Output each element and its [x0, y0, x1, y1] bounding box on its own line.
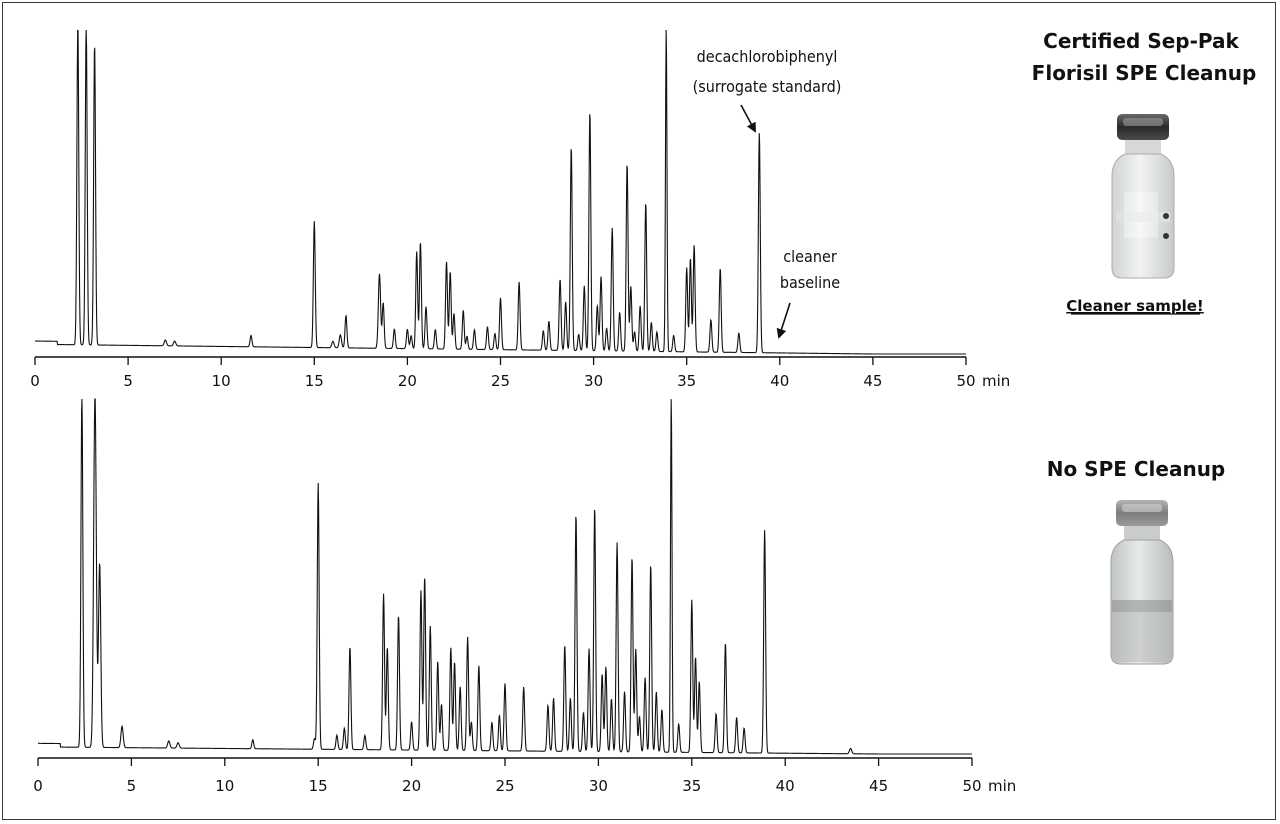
x-tick-label-bottom-40: 40 [776, 777, 795, 795]
x-tick-label-top-5: 5 [123, 372, 133, 390]
x-tick-label-bottom-20: 20 [402, 777, 421, 795]
surrogate-arrow-icon [740, 104, 756, 133]
baseline-annotation-line2: baseline [780, 273, 840, 292]
x-tick-label-top-15: 15 [305, 372, 324, 390]
bottom-panel-title: No SPE Cleanup [1047, 457, 1226, 481]
x-ticks-bottom: 0 5 10 15 20 25 30 35 40 45 50 min [33, 758, 1016, 795]
x-tick-label-bottom-35: 35 [682, 777, 701, 795]
x-tick-label-top-20: 20 [398, 372, 417, 390]
x-tick-label-bottom-15: 15 [309, 777, 328, 795]
x-axis-unit-label-top: min [982, 372, 1010, 390]
baseline-arrow-icon [776, 302, 791, 339]
top-panel-title-line1: Certified Sep-Pak [1043, 29, 1239, 53]
baseline-annotation-line1: cleaner [783, 247, 837, 266]
top-panel-title-line2: Florisil SPE Cleanup [1032, 61, 1257, 85]
x-tick-label-top-25: 25 [491, 372, 510, 390]
x-ticks-top: 0 5 10 15 20 25 30 35 40 45 50 min [30, 357, 1010, 390]
x-tick-label-top-0: 0 [30, 372, 40, 390]
clean-vial-icon [1111, 114, 1175, 279]
x-tick-label-bottom-10: 10 [215, 777, 234, 795]
x-tick-label-bottom-25: 25 [495, 777, 514, 795]
surrogate-annotation-line2: (surrogate standard) [693, 77, 842, 96]
x-tick-label-top-30: 30 [584, 372, 603, 390]
top-panel-caption: Cleaner sample! [1066, 297, 1204, 315]
x-tick-label-top-35: 35 [677, 372, 696, 390]
x-tick-label-bottom-5: 5 [127, 777, 137, 795]
x-tick-label-bottom-45: 45 [869, 777, 888, 795]
uncleaned-vial-icon [1110, 500, 1174, 665]
x-tick-label-top-50: 50 [956, 372, 975, 390]
trace-line-bottom [38, 398, 972, 755]
x-tick-label-top-10: 10 [212, 372, 231, 390]
x-axis-unit-label-bottom: min [988, 777, 1016, 795]
x-tick-label-bottom-50: 50 [962, 777, 981, 795]
chromatogram-bottom: 0 5 10 15 20 25 30 35 40 45 50 min [33, 398, 1016, 795]
x-tick-label-bottom-30: 30 [589, 777, 608, 795]
chromatogram-top: 0 5 10 15 20 25 30 35 40 45 50 min [30, 29, 1010, 390]
x-tick-label-top-45: 45 [863, 372, 882, 390]
trace-line-top [35, 29, 966, 355]
x-tick-label-bottom-0: 0 [33, 777, 43, 795]
x-tick-label-top-40: 40 [770, 372, 789, 390]
surrogate-annotation-line1: decachlorobiphenyl [697, 47, 838, 66]
